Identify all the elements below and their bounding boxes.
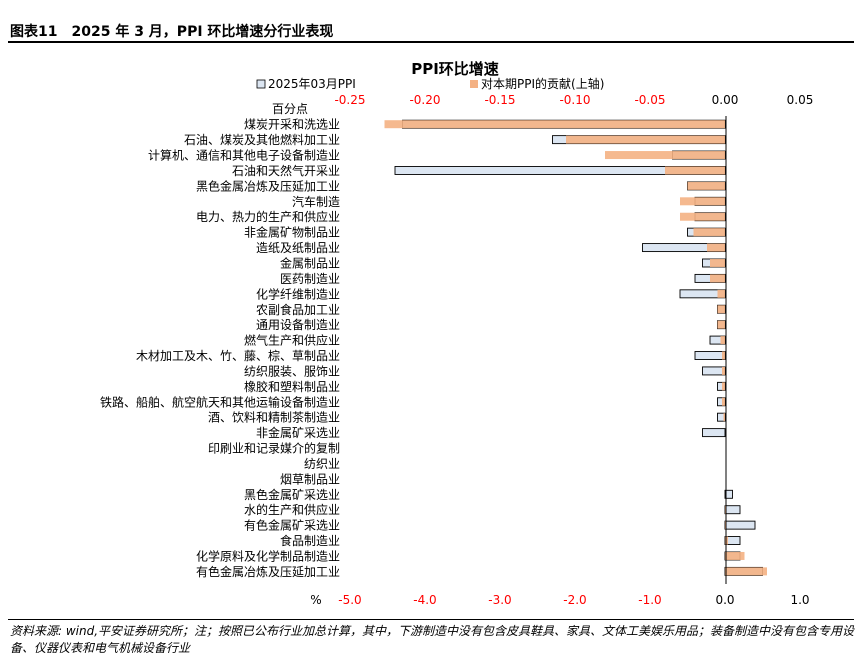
y-axis-unit-label: 百分点 [272, 102, 308, 116]
category-label: 纺织业 [304, 457, 340, 471]
top-rule [8, 41, 854, 43]
category-label: 水的生产和供应业 [244, 502, 340, 517]
source-note: 资料来源: wind,平安证券研究所；注；按照已公布行业加总计算，其中，下游制造… [10, 624, 855, 655]
bottom-axis-tick-label: 0.0 [715, 593, 734, 607]
category-label: 烟草制品业 [280, 472, 340, 486]
figure-header: 图表11 2025 年 3 月，PPI 环比增速分行业表现 [0, 0, 862, 40]
category-label: 燃气生产和供应业 [244, 333, 340, 348]
category-label: 黑色金属矿采选业 [244, 487, 340, 502]
category-label: 电力、热力的生产和供应业 [196, 209, 340, 224]
top-axis-tick-label: -0.05 [634, 93, 665, 107]
category-label: 煤炭开采和洗选业 [244, 118, 340, 132]
ppi-bar [724, 489, 733, 499]
category-label: 食品制造业 [280, 533, 340, 548]
contribution-bar [566, 135, 725, 144]
contribution-bar [725, 551, 745, 560]
category-label: 有色金属冶炼及压延加工业 [196, 564, 340, 579]
category-label: 橡胶和塑料制品业 [244, 379, 340, 394]
top-axis-tick-label: -0.25 [334, 93, 365, 107]
contribution-bar [717, 305, 725, 314]
contribution-bar [725, 567, 767, 576]
category-label: 木材加工及木、竹、藤、棕、草制品业 [136, 348, 340, 363]
category-label: 造纸及纸制品业 [256, 241, 340, 255]
category-label: 计算机、通信和其他电子设备制造业 [148, 148, 340, 163]
category-label: 石油、煤炭及其他燃料加工业 [184, 132, 340, 147]
contribution-bar [707, 243, 725, 252]
legend-label-contribution: 对本期PPI的贡献(上轴) [481, 76, 604, 91]
bottom-axis-tick-label: -3.0 [488, 593, 511, 607]
contribution-bar [680, 197, 725, 206]
top-axis-tick-label: -0.10 [559, 93, 590, 107]
contribution-bar [722, 397, 725, 406]
contribution-bar [720, 336, 725, 345]
bottom-axis-tick-label: -5.0 [338, 593, 361, 607]
contribution-bar [710, 274, 725, 283]
category-label: 印刷业和记录媒介的复制 [208, 441, 340, 456]
contribution-bar [722, 382, 725, 391]
x-axis-unit-label: % [310, 593, 321, 607]
ppi-bar [724, 505, 741, 515]
bottom-rule [8, 619, 854, 620]
contribution-bar [384, 120, 725, 129]
bottom-axis-tick-label: 1.0 [790, 593, 809, 607]
category-label: 汽车制造 [292, 194, 340, 209]
category-label: 黑色金属冶炼及压延加工业 [196, 178, 340, 193]
contribution-bar [722, 351, 725, 360]
category-label: 非金属矿物制品业 [244, 225, 340, 240]
contribution-bar [693, 228, 725, 237]
ppi-bar [702, 366, 726, 376]
ppi-bar [702, 428, 726, 438]
chart-title: PPI环比增速 [411, 60, 499, 78]
top-axis-tick-label: 0.00 [712, 93, 739, 107]
ppi-bar [724, 520, 756, 530]
contribution-bar [710, 258, 725, 267]
contribution-bar [717, 320, 725, 329]
legend-label-ppi: 2025年03月PPI [268, 77, 356, 91]
bottom-axis-tick-label: -1.0 [638, 593, 661, 607]
category-label: 非金属矿采选业 [256, 425, 340, 440]
ppi-bar [694, 351, 726, 360]
category-label: 纺织服装、服饰业 [244, 364, 340, 378]
legend-swatch-ppi [256, 79, 266, 89]
contribution-bar [722, 366, 725, 375]
top-axis-tick-label: -0.20 [409, 93, 440, 107]
contribution-bar [680, 212, 725, 221]
contribution-bar [717, 289, 725, 298]
category-label: 酒、饮料和精制茶制造业 [208, 410, 340, 425]
category-label: 医药制造业 [280, 272, 340, 286]
category-label: 化学原料及化学制品制造业 [196, 548, 340, 563]
category-label: 通用设备制造业 [256, 318, 340, 332]
category-label: 化学纤维制造业 [256, 286, 340, 301]
contribution-bar [723, 413, 725, 422]
category-label: 铁路、船舶、航空航天和其他运输设备制造业 [100, 394, 340, 409]
figure-title: 图表11 2025 年 3 月，PPI 环比增速分行业表现 [10, 24, 334, 40]
legend-swatch-contribution [470, 80, 478, 88]
category-label: 金属制品业 [280, 255, 340, 270]
category-label: 农副食品加工业 [256, 302, 340, 317]
contribution-bar [665, 166, 725, 175]
top-axis-tick-label: -0.15 [484, 93, 515, 107]
category-label: 有色金属矿采选业 [244, 518, 340, 533]
bottom-axis-tick-label: -4.0 [413, 593, 436, 607]
contribution-bar [605, 151, 725, 160]
category-label: 石油和天然气开采业 [232, 163, 340, 178]
top-axis-tick-label: 0.05 [787, 93, 814, 107]
bottom-axis-tick-label: -2.0 [563, 593, 586, 607]
contribution-bar [687, 181, 725, 190]
